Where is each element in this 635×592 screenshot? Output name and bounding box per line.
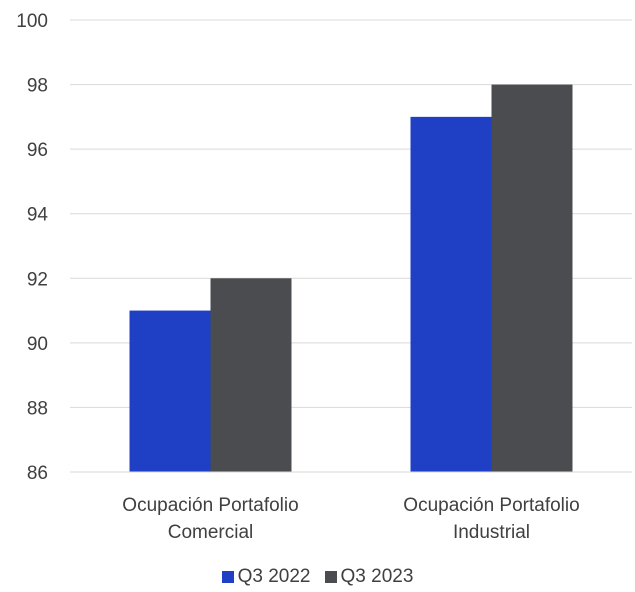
legend-item-series-1: Q3 2023 — [324, 566, 414, 588]
y-tick-label: 88 — [27, 398, 48, 419]
bar-q3-2022-cat-1 — [410, 116, 492, 472]
bar-q3-2023-cat-1 — [491, 84, 573, 473]
legend-label: Q3 2023 — [340, 566, 414, 587]
legend: Q3 2022 Q3 2023 — [0, 566, 635, 588]
bar-chart-svg: 86 88 90 92 94 96 98 100 Ocupación Portafolio Co… — [16, 11, 632, 543]
x-category-label: Ocupación Portafolio Industrial — [403, 495, 579, 543]
y-tick-label: 86 — [27, 463, 48, 484]
bars — [129, 84, 573, 473]
y-tick-label: 92 — [27, 269, 48, 290]
y-tick-label: 94 — [27, 205, 49, 226]
bar-q3-2022-cat-0 — [129, 310, 211, 472]
x-axis: Ocupación Portafolio Comercial Ocupación P… — [70, 471, 632, 543]
legend-label: Q3 2022 — [237, 566, 311, 587]
legend-item-series-0: Q3 2022 — [221, 566, 311, 588]
y-tick-label: 98 — [27, 76, 48, 97]
bar-q3-2023-cat-0 — [210, 278, 292, 472]
y-tick-label: 90 — [27, 334, 48, 355]
x-category-label: Ocupación Portafolio Comercial — [122, 495, 298, 543]
y-tick-label: 96 — [27, 140, 48, 161]
y-tick-label: 100 — [16, 11, 48, 32]
legend-swatch — [324, 571, 337, 583]
legend-swatch — [221, 571, 234, 583]
y-axis-ticks: 86 88 90 92 94 96 98 100 — [16, 11, 48, 484]
